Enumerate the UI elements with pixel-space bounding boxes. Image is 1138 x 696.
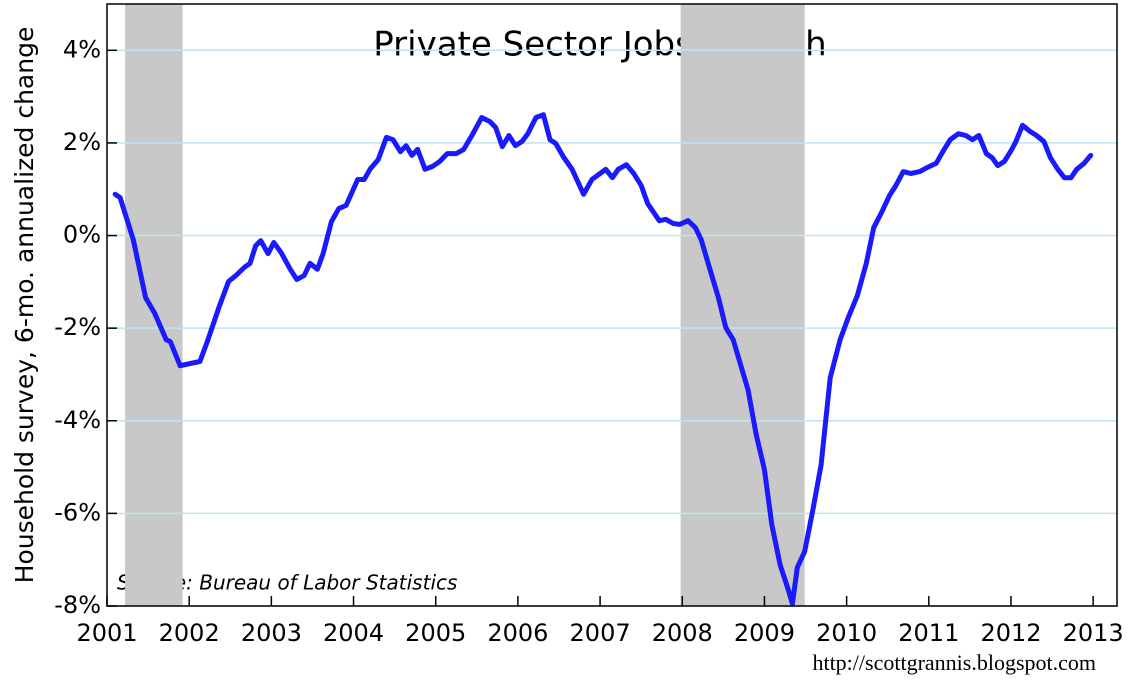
y-tick-label: -6% xyxy=(54,498,101,526)
x-tick-label: 2001 xyxy=(76,619,137,647)
x-tick-label: 2006 xyxy=(487,619,548,647)
x-tick-label: 2008 xyxy=(652,619,713,647)
y-tick-label: 2% xyxy=(63,128,101,156)
credit: http://scottgrannis.blogspot.com xyxy=(812,650,1096,675)
y-axis-label: Household survey, 6-mo. annualized chang… xyxy=(10,27,39,584)
recession-shade xyxy=(680,4,805,606)
y-tick-label: -2% xyxy=(54,313,101,341)
y-tick-label: -8% xyxy=(54,591,101,619)
y-tick-label: 0% xyxy=(63,221,101,249)
x-tick-label: 2009 xyxy=(734,619,795,647)
x-tick-label: 2010 xyxy=(816,619,877,647)
y-tick-label: -4% xyxy=(54,406,101,434)
x-tick-label: 2013 xyxy=(1063,619,1124,647)
x-tick-label: 2011 xyxy=(898,619,959,647)
x-tick-label: 2003 xyxy=(241,619,302,647)
x-tick-label: 2005 xyxy=(405,619,466,647)
y-tick-label: 4% xyxy=(63,35,101,63)
data-line xyxy=(112,112,1094,607)
x-tick-label: 2002 xyxy=(159,619,220,647)
x-tick-label: 2004 xyxy=(323,619,384,647)
x-tick-label: 2007 xyxy=(570,619,631,647)
plot-frame xyxy=(106,3,1118,607)
recession-shade xyxy=(125,4,183,606)
x-tick-label: 2012 xyxy=(980,619,1041,647)
